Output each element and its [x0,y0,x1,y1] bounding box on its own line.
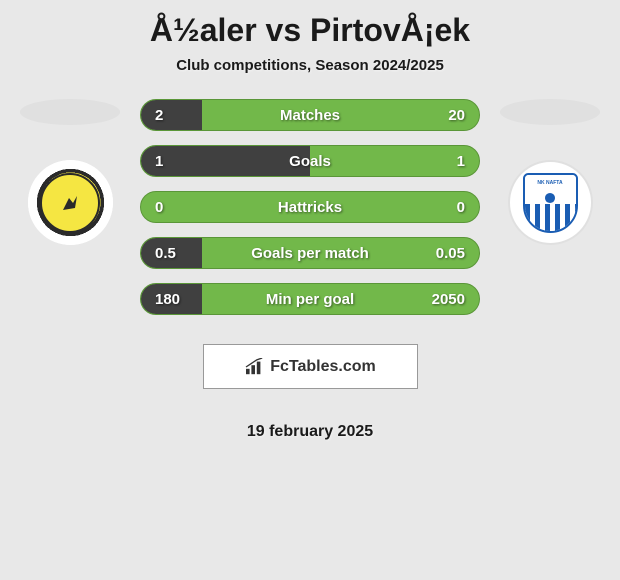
stat-label: Min per goal [141,291,479,308]
credit-box[interactable]: FcTables.com [203,344,418,389]
stat-label: Matches [141,107,479,124]
page-title: Å½aler vs PirtovÅ¡ek [0,0,620,57]
stats-column: 2 Matches 20 1 Goals 1 0 Hattricks 0 0.5… [140,99,480,441]
logo-badge-left [28,160,113,245]
player-name-ellipse-left [20,99,120,125]
stat-label: Hattricks [141,199,479,216]
stat-label: Goals per match [141,245,479,262]
stat-label: Goals [141,153,479,170]
stat-right-value: 0.05 [436,245,465,262]
stat-bar-hattricks: 0 Hattricks 0 [140,191,480,223]
stat-bar-goals: 1 Goals 1 [140,145,480,177]
stat-bar-min-per-goal: 180 Min per goal 2050 [140,283,480,315]
stat-right-value: 2050 [432,291,465,308]
shield-badge: NK NAFTA [523,173,578,233]
team-logo-left [28,160,113,245]
stripes-icon [525,204,576,231]
credit-text: FcTables.com [270,358,376,376]
right-column: NK NAFTA [500,99,600,441]
stat-right-value: 1 [457,153,465,170]
team-logo-right: NK NAFTA [508,160,593,245]
stat-bar-goals-per-match: 0.5 Goals per match 0.05 [140,237,480,269]
player-name-ellipse-right [500,99,600,125]
stat-right-value: 20 [448,107,465,124]
stat-bar-matches: 2 Matches 20 [140,99,480,131]
bird-icon [55,188,85,218]
ball-icon [545,193,555,203]
main-container: 2 Matches 20 1 Goals 1 0 Hattricks 0 0.5… [0,99,620,441]
subtitle: Club competitions, Season 2024/2025 [0,57,620,74]
logo-inner-left [40,173,100,233]
left-column [20,99,120,441]
shield-text: NK NAFTA [525,175,576,192]
stat-right-value: 0 [457,199,465,216]
chart-icon [244,358,266,376]
date-text: 19 february 2025 [140,423,480,441]
